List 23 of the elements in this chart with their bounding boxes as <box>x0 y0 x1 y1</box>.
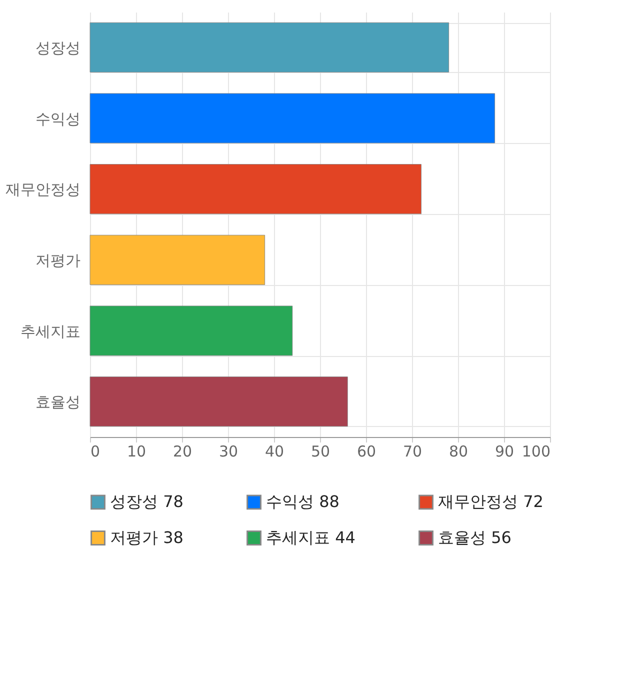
legend-label: 저평가 38 <box>110 528 184 547</box>
x-tick-label: 0 <box>90 442 100 460</box>
legend-label: 효율성 56 <box>438 528 512 547</box>
legend-label: 재무안정성 72 <box>438 492 544 512</box>
y-tick-label: 저평가 <box>36 251 80 270</box>
x-tick-label: 10 <box>126 442 146 460</box>
y-tick-label: 추세지표 <box>20 322 80 340</box>
y-tick-label: 효율성 <box>36 393 80 412</box>
legend-label: 추세지표 44 <box>266 528 356 547</box>
legend-label: 성장성 78 <box>110 492 184 512</box>
x-tick-label: 70 <box>402 442 422 460</box>
x-tick-label: 90 <box>494 442 514 460</box>
legend-label: 수익성 88 <box>266 492 340 512</box>
x-tick-label: 80 <box>448 442 468 460</box>
x-tick-label: 30 <box>218 442 238 460</box>
y-tick-label: 재무안정성 <box>6 180 80 199</box>
x-tick-label: 40 <box>264 442 284 460</box>
x-tick-label: 50 <box>310 442 330 460</box>
y-tick-label: 수익성 <box>36 110 80 128</box>
x-tick-label: 60 <box>356 442 376 460</box>
y-tick-label: 성장성 <box>36 38 80 57</box>
x-tick-label: 100 <box>522 442 550 460</box>
x-tick-label: 20 <box>172 442 192 460</box>
